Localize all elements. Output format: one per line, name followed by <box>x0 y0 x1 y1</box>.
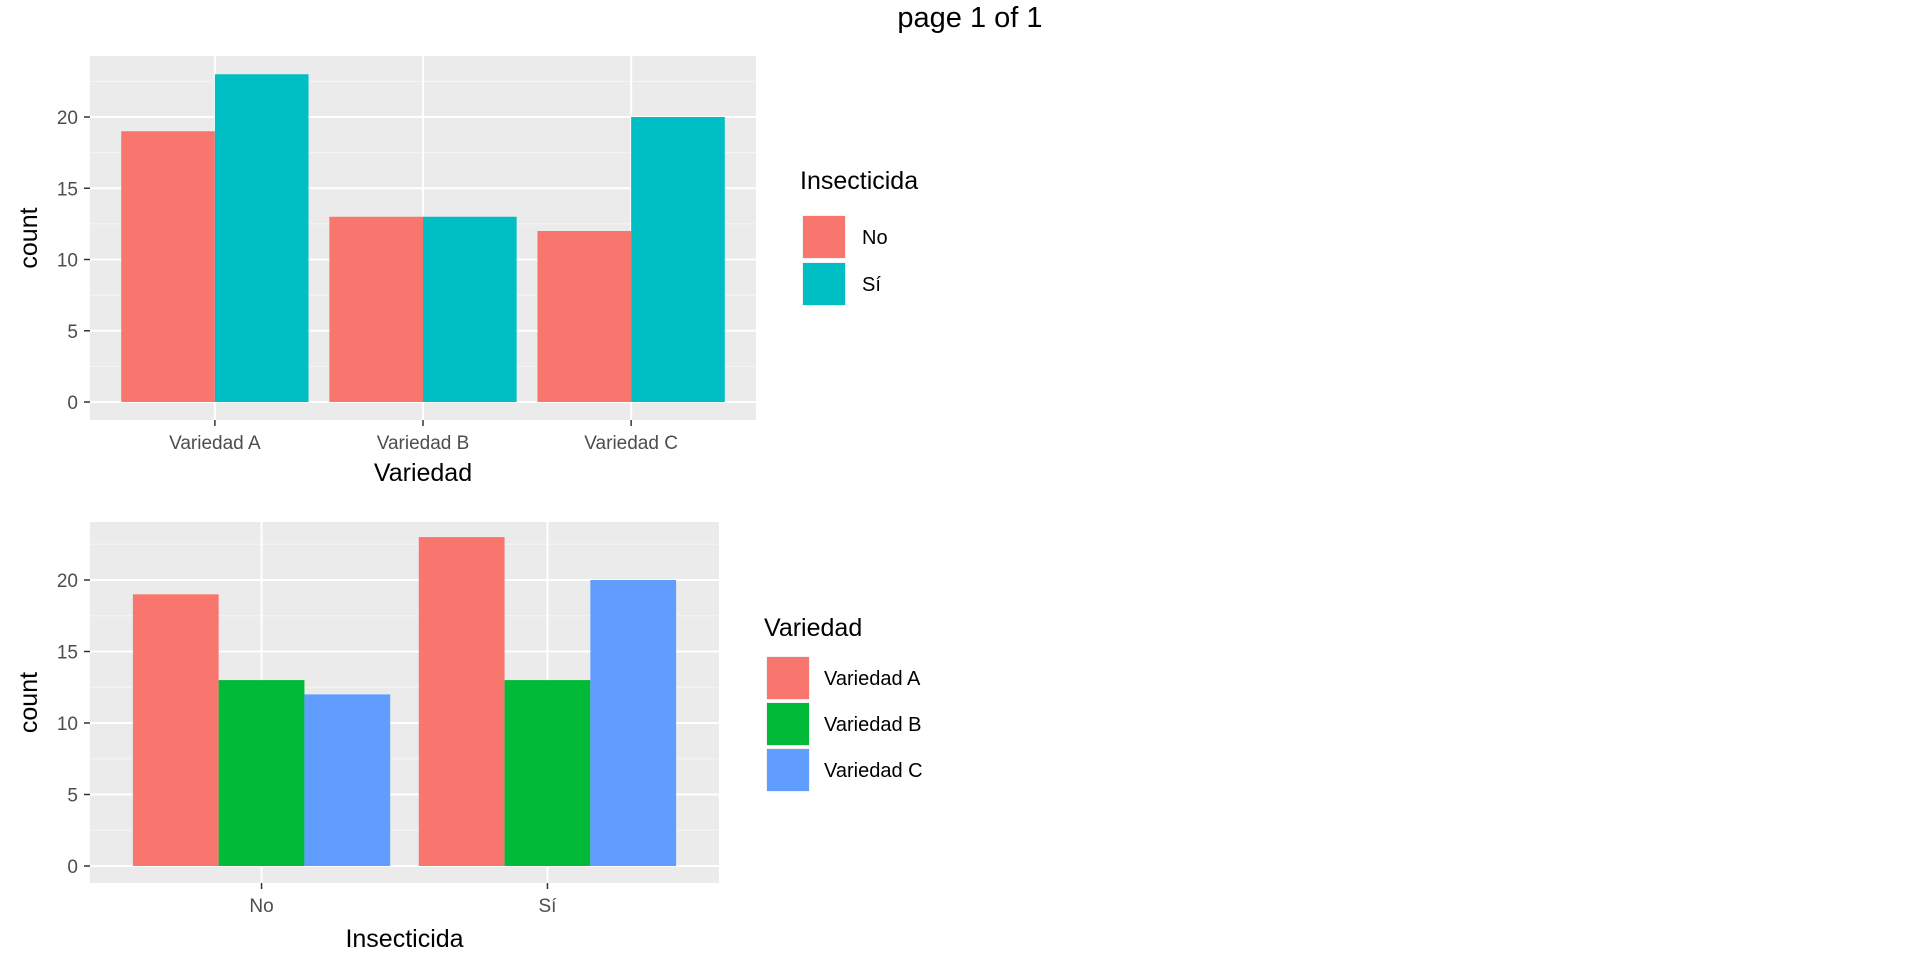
legend-key-no <box>803 216 845 258</box>
bar-si-variedad-b <box>504 680 591 866</box>
x-tick-label: No <box>249 896 273 917</box>
y-tick-label: 0 <box>67 393 78 414</box>
x-tick-label: Variedad C <box>584 433 678 454</box>
bar-variedad-a-no <box>121 131 215 402</box>
y-axis-title: count <box>15 672 43 733</box>
y-tick-label: 10 <box>57 251 78 272</box>
bar-no-variedad-a <box>132 594 219 866</box>
bar-no-variedad-b <box>218 680 305 866</box>
bar-si-variedad-c <box>590 580 677 866</box>
y-tick-label: 5 <box>67 322 78 343</box>
legend: Insecticida No Sí <box>800 167 918 306</box>
bar-variedad-c-no <box>537 231 632 402</box>
legend-key-variedad-b <box>767 703 809 745</box>
y-axis-title: count <box>15 207 43 268</box>
bar-variedad-c-si <box>631 117 725 402</box>
legend-label-variedad-c: Variedad C <box>824 760 923 782</box>
x-tick-label: Variedad A <box>169 433 261 454</box>
bar-si-variedad-a <box>418 537 505 866</box>
bar-variedad-b-si <box>423 216 517 402</box>
page-title: page 1 of 1 <box>897 2 1043 34</box>
legend-label-variedad-a: Variedad A <box>824 668 921 690</box>
y-tick-label: 10 <box>57 714 78 735</box>
chart-1: 0 5 10 15 20 Variedad A Variedad B Variedad C Va… <box>15 56 918 487</box>
y-tick-label: 5 <box>67 786 78 807</box>
legend-key-variedad-c <box>767 749 809 791</box>
x-axis-title: Insecticida <box>345 925 463 953</box>
legend-key-variedad-a <box>767 657 809 699</box>
legend-label-no: No <box>862 227 888 249</box>
y-tick-label: 15 <box>57 643 78 664</box>
bar-variedad-b-no <box>329 216 423 402</box>
legend: Variedad Variedad A Variedad B Variedad C <box>764 614 923 792</box>
y-tick-label: 20 <box>57 108 78 129</box>
y-tick-label: 15 <box>57 179 78 200</box>
x-axis-title: Variedad <box>374 459 472 487</box>
legend-label-si: Sí <box>862 274 881 296</box>
x-tick-label: Sí <box>538 896 557 917</box>
legend-title: Variedad <box>764 614 862 642</box>
x-tick-label: Variedad B <box>377 433 470 454</box>
y-tick-label: 20 <box>57 571 78 592</box>
bar-variedad-a-si <box>214 74 309 402</box>
y-tick-label: 0 <box>67 857 78 878</box>
legend-key-si <box>803 263 845 305</box>
legend-label-variedad-b: Variedad B <box>824 714 921 736</box>
legend-title: Insecticida <box>800 167 918 195</box>
bar-no-variedad-c <box>304 694 391 866</box>
